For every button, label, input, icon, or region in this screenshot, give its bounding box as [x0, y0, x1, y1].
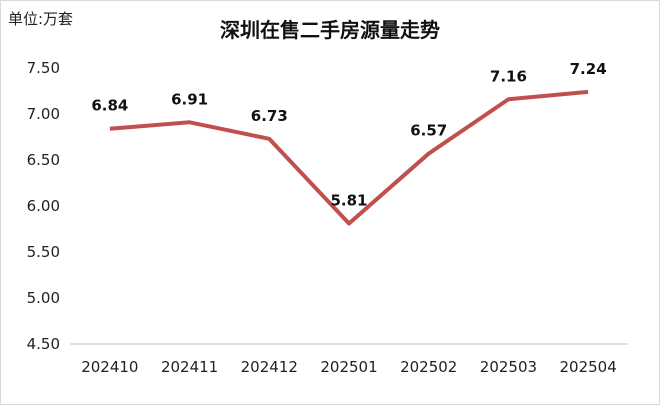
- y-tick-label: 6.00: [27, 197, 60, 215]
- chart-title: 深圳在售二手房源量走势: [220, 18, 440, 42]
- unit-label: 单位:万套: [8, 10, 74, 28]
- data-label: 7.24: [570, 60, 607, 78]
- y-tick-label: 5.50: [27, 243, 60, 261]
- x-tick-label: 202411: [161, 358, 218, 376]
- x-axis-ticks: 202410 202411 202412 202501 202502 202503 2025…: [81, 358, 617, 376]
- y-tick-label: 6.50: [27, 151, 60, 169]
- series-line: [109, 89, 589, 226]
- x-tick-label: 202412: [241, 358, 298, 376]
- y-axis-ticks: 4.50 5.00 5.50 6.00 6.50 7.00 7.50: [27, 59, 60, 353]
- x-tick-label: 202503: [480, 358, 537, 376]
- data-labels: 6.84 6.91 6.73 5.81 6.57 7.16 7.24: [91, 60, 606, 210]
- data-label: 5.81: [330, 191, 367, 209]
- x-tick-label: 202501: [320, 358, 377, 376]
- data-label: 6.73: [251, 107, 288, 125]
- data-label: 6.91: [171, 90, 208, 108]
- y-tick-label: 5.00: [27, 289, 60, 307]
- y-tick-label: 7.00: [27, 105, 60, 123]
- y-tick-label: 7.50: [27, 59, 60, 77]
- data-label: 7.16: [490, 67, 527, 85]
- data-label: 6.84: [91, 97, 128, 115]
- data-label: 6.57: [410, 122, 447, 140]
- x-tick-label: 202410: [81, 358, 138, 376]
- y-tick-label: 4.50: [27, 335, 60, 353]
- x-tick-label: 202502: [400, 358, 457, 376]
- x-tick-label: 202504: [560, 358, 617, 376]
